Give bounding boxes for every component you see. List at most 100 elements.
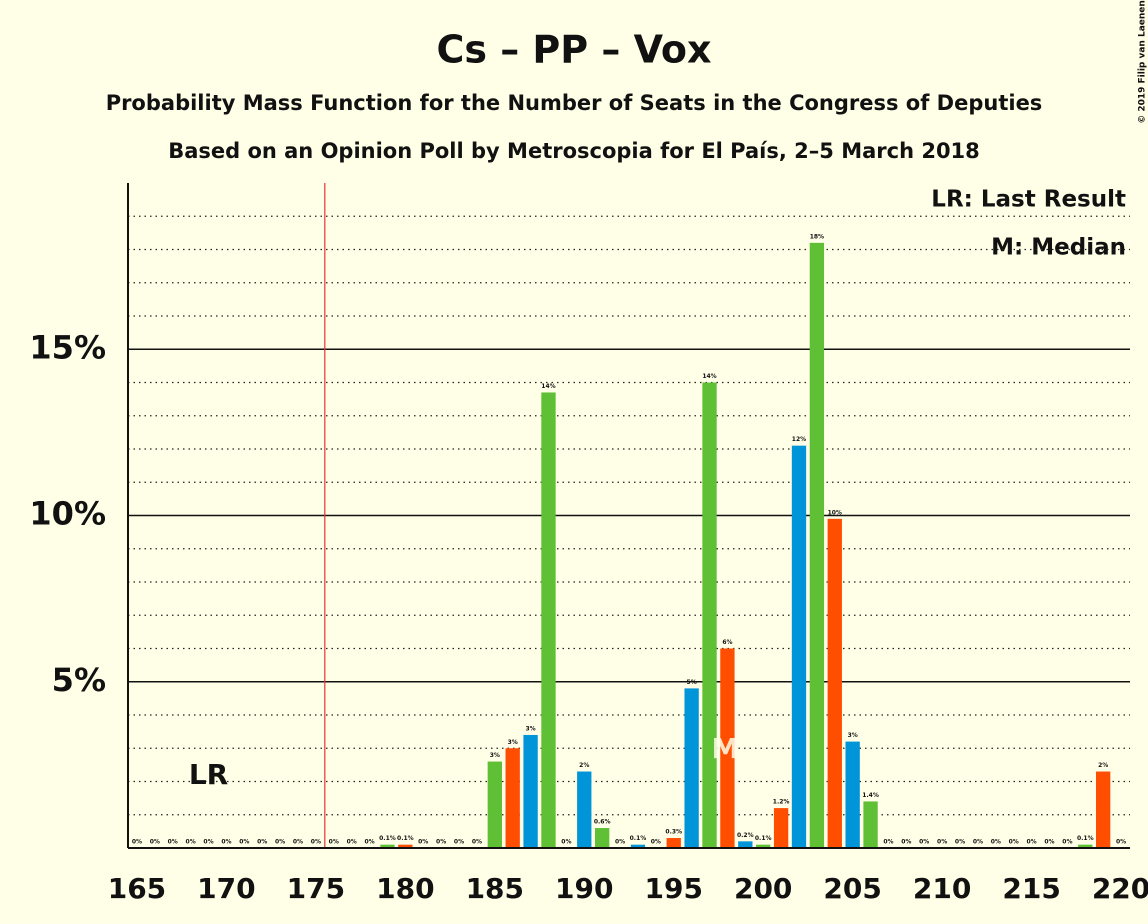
- data-label: 0%: [364, 839, 374, 846]
- x-tick-label: 215: [1002, 872, 1060, 905]
- data-label: 0%: [186, 839, 196, 846]
- x-tick-label: 210: [913, 872, 971, 905]
- data-label: 1.4%: [862, 792, 879, 799]
- data-label: 0%: [561, 839, 571, 846]
- data-label: 0%: [203, 839, 213, 846]
- data-label: 3%: [848, 732, 858, 739]
- x-tick-label: 175: [287, 872, 345, 905]
- y-tick-label: 10%: [29, 495, 106, 533]
- data-label: 0.1%: [1077, 835, 1094, 842]
- legend-entry: LR: Last Result: [931, 187, 1126, 213]
- data-label: 0.1%: [397, 835, 414, 842]
- data-label: 3%: [490, 752, 500, 759]
- data-label: 12%: [792, 436, 806, 443]
- median-marker: M: [711, 732, 739, 765]
- data-label: 0%: [275, 839, 285, 846]
- chart-subtitle: Probability Mass Function for the Number…: [106, 91, 1043, 115]
- bar: [809, 242, 825, 849]
- data-label: 0%: [257, 839, 267, 846]
- data-label: 0%: [955, 839, 965, 846]
- last-result-label: LR: [189, 758, 228, 791]
- bar: [541, 392, 556, 848]
- data-label: 3%: [508, 739, 518, 746]
- bar: [487, 761, 502, 848]
- data-label: 0%: [919, 839, 929, 846]
- data-label: 18%: [810, 233, 824, 240]
- data-label: 0.6%: [594, 819, 611, 826]
- data-label: 0.1%: [630, 835, 647, 842]
- data-label: 0%: [347, 839, 357, 846]
- x-tick-label: 190: [555, 872, 613, 905]
- data-label: 0.1%: [755, 835, 772, 842]
- data-label: 0%: [329, 839, 339, 846]
- bar: [738, 841, 753, 848]
- x-tick-label: 220: [1092, 872, 1148, 905]
- bar: [720, 648, 735, 848]
- data-label: 0%: [901, 839, 911, 846]
- x-tick-label: 165: [108, 872, 166, 905]
- legend-entry: M: Median: [991, 235, 1126, 261]
- bar: [505, 748, 520, 848]
- bar: [630, 844, 646, 848]
- x-tick-label: 195: [645, 872, 703, 905]
- data-label: 0%: [883, 839, 893, 846]
- bar: [1096, 771, 1111, 848]
- data-label: 0%: [651, 839, 661, 846]
- chart-subtitle: Based on an Opinion Poll by Metroscopia …: [168, 139, 980, 163]
- copyright: © 2019 Filip van Laenen: [1138, 0, 1148, 124]
- data-label: 3%: [525, 725, 535, 732]
- data-label: 14%: [541, 383, 555, 390]
- chart-title: Cs – PP – Vox: [436, 28, 711, 72]
- data-label: 0%: [221, 839, 231, 846]
- x-tick-label: 205: [823, 872, 881, 905]
- bar: [756, 844, 771, 848]
- data-label: 0%: [311, 839, 321, 846]
- data-label: 0%: [293, 839, 303, 846]
- data-label: 0%: [132, 839, 142, 846]
- data-label: 0%: [418, 839, 428, 846]
- data-label: 0%: [937, 839, 947, 846]
- data-label: 0%: [168, 839, 178, 846]
- data-label: 0%: [615, 839, 625, 846]
- data-label: 0.1%: [379, 835, 396, 842]
- bar: [863, 801, 878, 848]
- data-label: 0.3%: [665, 829, 682, 836]
- bar: [1078, 844, 1093, 848]
- bar: [702, 382, 717, 848]
- data-label: 0%: [239, 839, 249, 846]
- data-label: 14%: [702, 373, 716, 380]
- data-label: 0%: [1062, 839, 1072, 846]
- bar: [523, 734, 538, 848]
- data-label: 10%: [828, 509, 842, 516]
- data-label: 0%: [991, 839, 1001, 846]
- data-label: 6%: [722, 639, 732, 646]
- x-tick-label: 180: [376, 872, 434, 905]
- bar: [595, 828, 610, 848]
- bar: [791, 445, 807, 848]
- y-tick-label: 5%: [52, 661, 106, 699]
- x-tick-label: 200: [734, 872, 792, 905]
- data-label: 0%: [150, 839, 160, 846]
- bar: [684, 688, 699, 848]
- data-label: 0%: [436, 839, 446, 846]
- data-label: 0%: [454, 839, 464, 846]
- data-label: 0.2%: [737, 832, 754, 839]
- data-label: 0%: [973, 839, 983, 846]
- x-tick-label: 170: [197, 872, 255, 905]
- bar: [773, 808, 789, 848]
- bar: [577, 771, 592, 848]
- data-label: 5%: [687, 679, 697, 686]
- data-label: 2%: [579, 762, 589, 769]
- data-label: 2%: [1098, 762, 1108, 769]
- data-label: 1.2%: [773, 799, 790, 806]
- bar: [845, 741, 860, 848]
- data-label: 0%: [1026, 839, 1036, 846]
- bar: [827, 518, 842, 848]
- bar: [380, 844, 395, 848]
- data-label: 0%: [1044, 839, 1054, 846]
- data-label: 0%: [472, 839, 482, 846]
- y-tick-label: 15%: [29, 328, 106, 366]
- data-label: 0%: [1116, 839, 1126, 846]
